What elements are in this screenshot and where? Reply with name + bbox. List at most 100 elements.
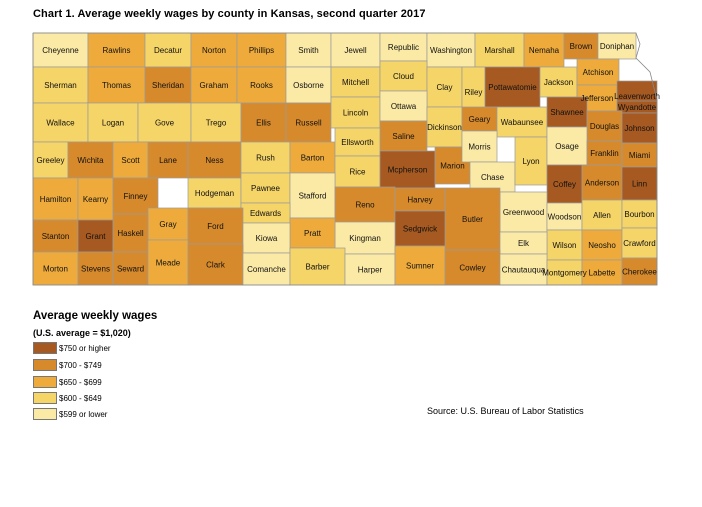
county-miami xyxy=(621,142,658,168)
county-label-rawlins: Rawlins xyxy=(102,46,130,55)
legend-swatch xyxy=(33,392,57,404)
county-washington xyxy=(426,32,476,68)
county-label-jewell: Jewell xyxy=(344,46,366,55)
county-douglas xyxy=(586,110,623,142)
legend-swatch xyxy=(33,342,57,354)
county-label-smith: Smith xyxy=(298,46,318,55)
county-label-lane: Lane xyxy=(159,156,177,165)
kansas-county-map: Cheyenne Rawlins Decatur Norton Phillips Smit… xyxy=(32,32,660,286)
county-label-miami: Miami xyxy=(629,151,651,160)
county-label-seward: Seward xyxy=(117,265,144,274)
county-label-logan: Logan xyxy=(102,119,124,128)
county-label-saline: Saline xyxy=(392,132,415,141)
county-ottawa xyxy=(379,90,428,122)
county-montgomery xyxy=(546,259,583,286)
county-label-greenwood: Greenwood xyxy=(503,208,544,217)
county-seward xyxy=(112,251,149,286)
county-barber xyxy=(289,247,346,286)
legend-item-700-749: $700 - $749 xyxy=(33,358,102,372)
county-label-jefferson: Jefferson xyxy=(581,94,614,103)
county-label-lyon: Lyon xyxy=(522,157,539,166)
county-label-ellis: Ellis xyxy=(256,119,271,128)
county-osborne xyxy=(285,66,332,104)
county-franklin xyxy=(586,140,623,166)
county-republic xyxy=(379,32,428,62)
state-outline xyxy=(32,32,658,286)
county-morris xyxy=(461,130,498,163)
county-label-butler: Butler xyxy=(462,215,483,224)
legend-item-650-699: $650 - $699 xyxy=(33,375,102,389)
county-label-comanche: Comanche xyxy=(247,265,286,274)
county-stevens xyxy=(77,251,114,286)
legend-title: Average weekly wages xyxy=(33,310,158,322)
county-label-ford: Ford xyxy=(207,222,223,231)
county-dickinson xyxy=(426,106,463,148)
county-label-nemaha: Nemaha xyxy=(529,46,560,55)
legend-label: $700 - $749 xyxy=(59,360,102,370)
county-label-morris: Morris xyxy=(468,143,490,152)
county-clay xyxy=(426,66,463,108)
county-pottawatomie xyxy=(484,66,541,108)
source-note: Source: U.S. Bureau of Labor Statistics xyxy=(427,406,584,416)
county-label-washington: Washington xyxy=(430,46,472,55)
county-label-neosho: Neosho xyxy=(588,241,616,250)
county-meade xyxy=(147,239,189,286)
county-lincoln xyxy=(330,96,381,129)
county-sherman xyxy=(32,66,89,104)
county-label-sumner: Sumner xyxy=(406,262,434,271)
county-label-clark: Clark xyxy=(206,261,226,270)
county-label-hodgeman: Hodgeman xyxy=(195,189,234,198)
county-label-sherman: Sherman xyxy=(44,81,76,90)
county-label-republic: Republic xyxy=(388,43,419,52)
county-wallace xyxy=(32,102,89,143)
county-label-phillips: Phillips xyxy=(249,46,274,55)
county-label-stanton: Stanton xyxy=(42,232,70,241)
county-label-wabaunsee: Wabaunsee xyxy=(501,118,544,127)
county-label-pawnee: Pawnee xyxy=(251,184,280,193)
county-barton xyxy=(289,141,336,174)
county-label-anderson: Anderson xyxy=(585,179,619,188)
county-label-harvey: Harvey xyxy=(407,196,432,205)
county-morton xyxy=(32,251,79,286)
county-jewell xyxy=(330,32,381,68)
county-label-leavenworth: Leavenworth xyxy=(614,92,660,101)
county-smith xyxy=(285,32,332,68)
county-label-ottawa: Ottawa xyxy=(391,102,417,111)
county-label-cowley: Cowley xyxy=(459,264,485,273)
county-label-marion: Marion xyxy=(440,162,464,171)
county-label-clay: Clay xyxy=(436,83,452,92)
county-harper xyxy=(344,253,396,286)
county-label-doniphan: Doniphan xyxy=(600,42,634,51)
chart-title: Chart 1. Average weekly wages by county … xyxy=(33,8,426,20)
county-ness xyxy=(187,141,242,179)
county-cherokee xyxy=(621,257,658,286)
county-label-harper: Harper xyxy=(358,266,383,275)
county-label-wyandotte: Wyandotte xyxy=(618,103,657,112)
county-geary xyxy=(461,106,498,132)
county-label-pottawatomie: Pottawatomie xyxy=(488,83,537,92)
county-label-hamilton: Hamilton xyxy=(40,195,72,204)
county-label-edwards: Edwards xyxy=(250,209,281,218)
legend-subtitle: (U.S. average = $1,020) xyxy=(33,328,131,338)
county-greeley xyxy=(32,141,69,179)
county-label-greeley: Greeley xyxy=(36,156,64,165)
county-label-rush: Rush xyxy=(256,154,275,163)
county-label-montgomery: Montgomery xyxy=(542,269,586,278)
county-kearny xyxy=(77,177,114,221)
county-woodson xyxy=(546,202,583,231)
legend-swatch xyxy=(33,359,57,371)
legend-item-750-or-higher: $750 or higher xyxy=(33,341,111,355)
county-label-trego: Trego xyxy=(206,119,227,128)
legend-label: $750 or higher xyxy=(59,343,111,353)
county-label-thomas: Thomas xyxy=(102,81,131,90)
county-label-rooks: Rooks xyxy=(250,81,273,90)
county-label-decatur: Decatur xyxy=(154,46,182,55)
county-bourbon xyxy=(621,199,658,229)
county-label-allen: Allen xyxy=(593,211,611,220)
county-coffey xyxy=(546,164,583,204)
county-label-wichita: Wichita xyxy=(77,156,104,165)
county-label-kiowa: Kiowa xyxy=(256,234,278,243)
county-pawnee xyxy=(240,172,291,204)
county-sedgwick xyxy=(394,210,446,247)
county-cowley xyxy=(444,249,501,286)
